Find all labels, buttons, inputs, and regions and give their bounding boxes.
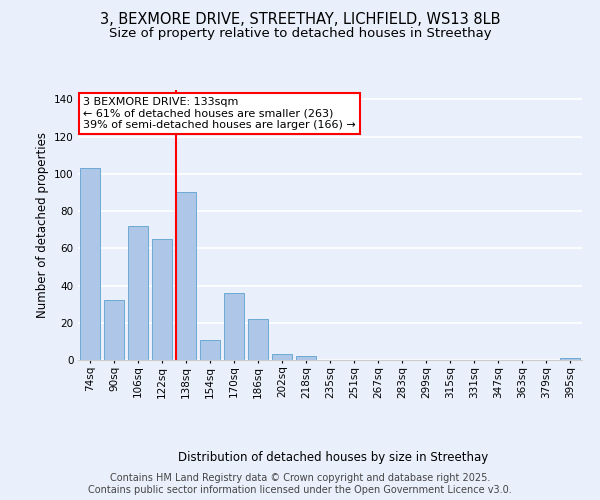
Text: Distribution of detached houses by size in Streethay: Distribution of detached houses by size …: [178, 451, 488, 464]
Text: 3, BEXMORE DRIVE, STREETHAY, LICHFIELD, WS13 8LB: 3, BEXMORE DRIVE, STREETHAY, LICHFIELD, …: [100, 12, 500, 28]
Bar: [128, 226, 148, 360]
Bar: [560, 358, 580, 360]
Bar: [248, 319, 268, 360]
Text: Size of property relative to detached houses in Streethay: Size of property relative to detached ho…: [109, 28, 491, 40]
Bar: [272, 354, 292, 360]
Bar: [200, 340, 220, 360]
Bar: [152, 239, 172, 360]
Y-axis label: Number of detached properties: Number of detached properties: [35, 132, 49, 318]
Bar: [104, 300, 124, 360]
Bar: [80, 168, 100, 360]
Text: Contains HM Land Registry data © Crown copyright and database right 2025.
Contai: Contains HM Land Registry data © Crown c…: [88, 474, 512, 495]
Bar: [224, 293, 244, 360]
Text: 3 BEXMORE DRIVE: 133sqm
← 61% of detached houses are smaller (263)
39% of semi-d: 3 BEXMORE DRIVE: 133sqm ← 61% of detache…: [83, 96, 356, 130]
Bar: [176, 192, 196, 360]
Bar: [296, 356, 316, 360]
